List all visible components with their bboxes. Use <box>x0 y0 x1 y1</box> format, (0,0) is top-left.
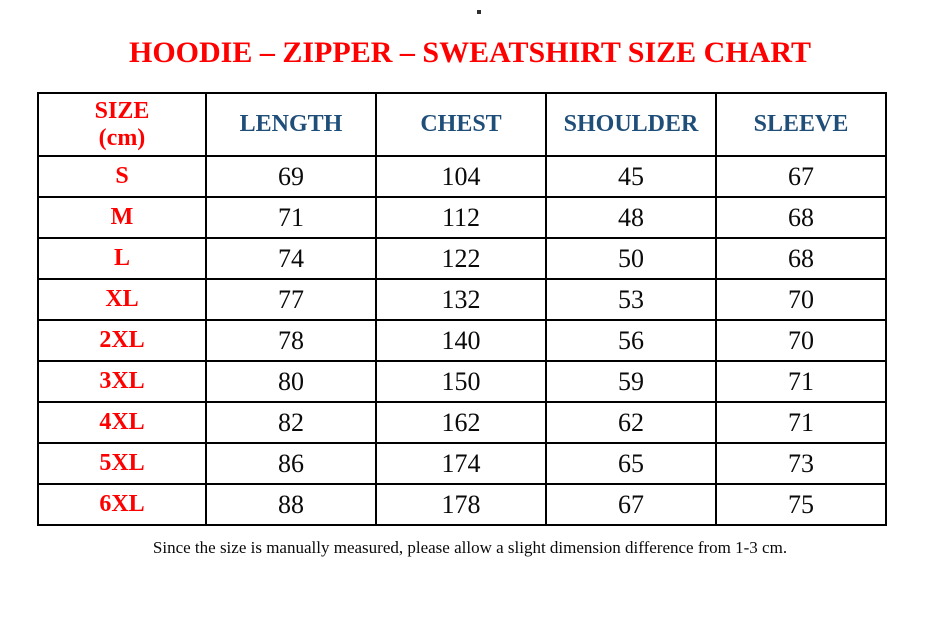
sleeve-value: 71 <box>715 360 887 403</box>
chest-value: 150 <box>375 360 547 403</box>
size-cell: XL <box>37 278 207 321</box>
chest-value: 162 <box>375 401 547 444</box>
column-header-chest: CHEST <box>375 92 547 157</box>
chest-value: 178 <box>375 483 547 526</box>
page-title: HOODIE – ZIPPER – SWEATSHIRT SIZE CHART <box>129 36 811 69</box>
shoulder-value: 48 <box>545 196 717 239</box>
length-value: 69 <box>205 155 377 198</box>
chest-value: 140 <box>375 319 547 362</box>
chest-value: 112 <box>375 196 547 239</box>
table-row: 6XL 88 178 67 75 <box>37 483 887 526</box>
table-row: 2XL 78 140 56 70 <box>37 319 887 362</box>
length-value: 77 <box>205 278 377 321</box>
length-value: 80 <box>205 360 377 403</box>
shoulder-value: 45 <box>545 155 717 198</box>
table-row: 4XL 82 162 62 71 <box>37 401 887 444</box>
chest-value: 132 <box>375 278 547 321</box>
size-cell: M <box>37 196 207 239</box>
table-row: XL 77 132 53 70 <box>37 278 887 321</box>
table-row: L 74 122 50 68 <box>37 237 887 280</box>
table-row: S 69 104 45 67 <box>37 155 887 198</box>
shoulder-value: 53 <box>545 278 717 321</box>
size-header-line2: (cm) <box>98 124 146 151</box>
size-cell: L <box>37 237 207 280</box>
shoulder-value: 65 <box>545 442 717 485</box>
shoulder-value: 50 <box>545 237 717 280</box>
length-value: 86 <box>205 442 377 485</box>
length-value: 74 <box>205 237 377 280</box>
size-cell: 3XL <box>37 360 207 403</box>
length-value: 78 <box>205 319 377 362</box>
size-cell: 5XL <box>37 442 207 485</box>
table-row: 5XL 86 174 65 73 <box>37 442 887 485</box>
sleeve-value: 68 <box>715 196 887 239</box>
size-cell: 2XL <box>37 319 207 362</box>
sleeve-value: 73 <box>715 442 887 485</box>
size-header-line1: SIZE <box>94 98 150 125</box>
sleeve-value: 70 <box>715 278 887 321</box>
chest-value: 174 <box>375 442 547 485</box>
shoulder-value: 56 <box>545 319 717 362</box>
shoulder-value: 59 <box>545 360 717 403</box>
shoulder-value: 67 <box>545 483 717 526</box>
sleeve-value: 75 <box>715 483 887 526</box>
stray-dot <box>477 10 481 14</box>
column-header-sleeve: SLEEVE <box>715 92 887 157</box>
table-row: M 71 112 48 68 <box>37 196 887 239</box>
column-header-length: LENGTH <box>205 92 377 157</box>
sleeve-value: 68 <box>715 237 887 280</box>
column-header-size: SIZE (cm) <box>37 92 207 157</box>
size-chart-table: SIZE (cm) LENGTH CHEST SHOULDER SLEEVE S… <box>37 92 887 526</box>
size-cell: 6XL <box>37 483 207 526</box>
size-cell: 4XL <box>37 401 207 444</box>
measurement-disclaimer: Since the size is manually measured, ple… <box>152 538 788 557</box>
length-value: 88 <box>205 483 377 526</box>
length-value: 82 <box>205 401 377 444</box>
shoulder-value: 62 <box>545 401 717 444</box>
size-cell: S <box>37 155 207 198</box>
chest-value: 122 <box>375 237 547 280</box>
sleeve-value: 70 <box>715 319 887 362</box>
sleeve-value: 71 <box>715 401 887 444</box>
length-value: 71 <box>205 196 377 239</box>
column-header-shoulder: SHOULDER <box>545 92 717 157</box>
header-row: SIZE (cm) LENGTH CHEST SHOULDER SLEEVE <box>37 92 887 157</box>
table-row: 3XL 80 150 59 71 <box>37 360 887 403</box>
chest-value: 104 <box>375 155 547 198</box>
sleeve-value: 67 <box>715 155 887 198</box>
